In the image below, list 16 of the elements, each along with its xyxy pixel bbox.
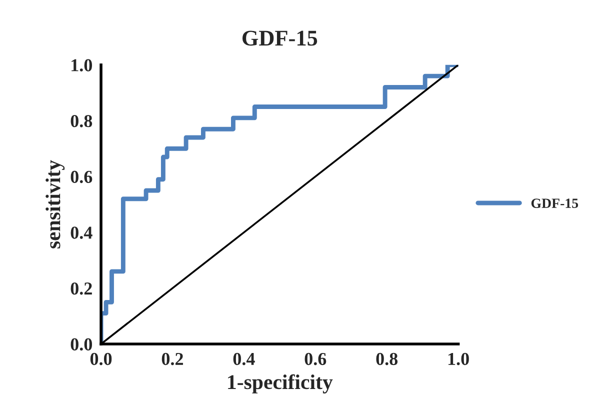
x-tick-label: 1.0 [448,352,469,366]
x-tick-label: 0.6 [304,352,326,366]
x-axis-title: 1-specificity [228,374,333,394]
y-tick-label: 0.2 [70,282,92,295]
y-tick-label: 0.4 [70,226,92,239]
x-tick-label: 0.2 [162,352,183,366]
legend-label: GDF-15 [531,198,578,208]
y-tick-label: 0.0 [70,338,92,351]
y-tick-label: 0.6 [70,170,92,184]
y-axis-title: sensitivity [46,160,65,248]
x-tick-label: 0.8 [376,352,398,366]
y-tick-label: 1.0 [72,59,92,72]
x-tick-label: 0.4 [233,352,255,366]
x-tick-label: 0.0 [90,352,112,366]
chart-title: GDF-15 [242,30,318,46]
y-tick-label: 0.8 [70,114,92,128]
